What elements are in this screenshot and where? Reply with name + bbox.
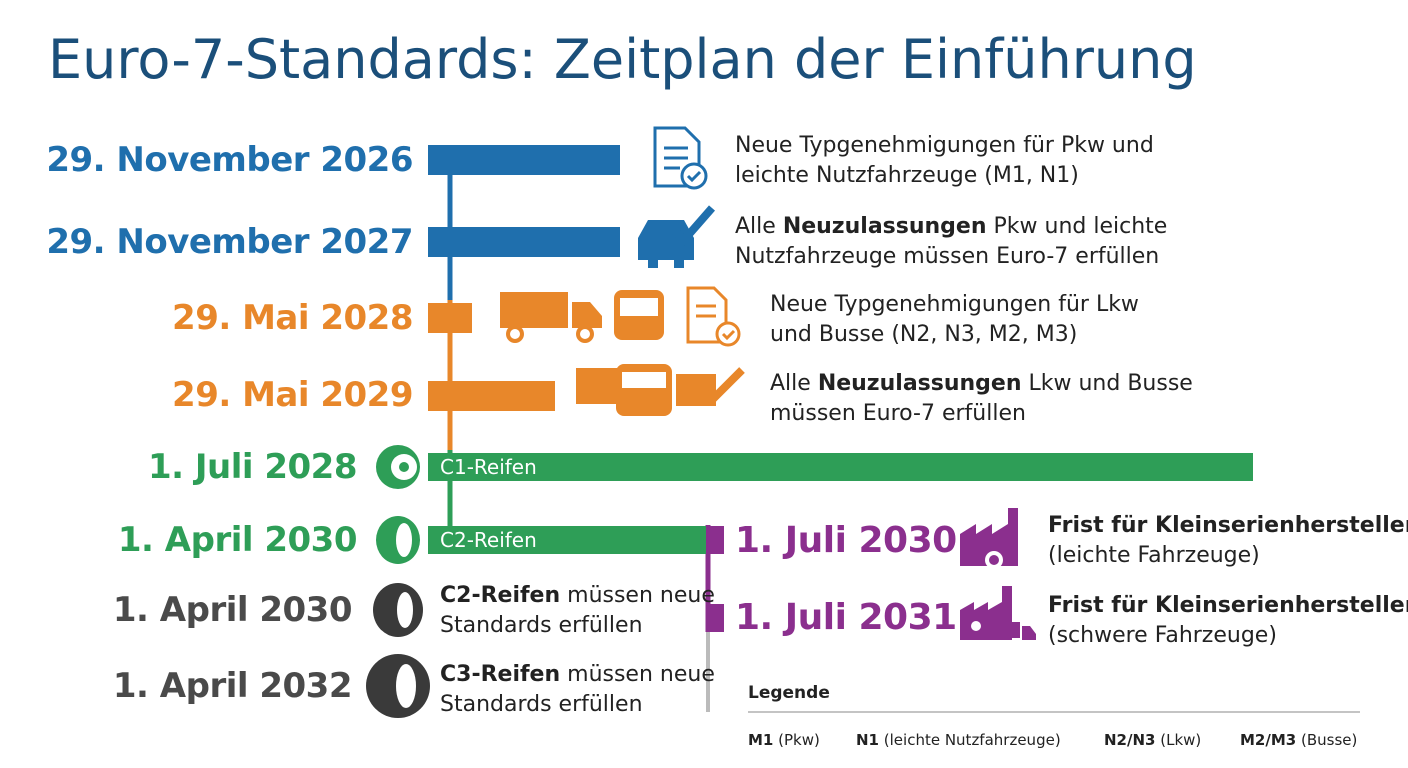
factory-icon <box>960 586 1036 640</box>
document-icon <box>653 126 708 190</box>
description-line: Standards erfüllen <box>440 690 643 720</box>
description-text: und Busse (N2, N3, M2, M3) <box>770 322 1078 347</box>
description-line: C2-Reifen müssen neue <box>440 581 715 611</box>
date: 29. November 2027 <box>46 222 413 262</box>
bar-label: C2-Reifen <box>440 528 537 552</box>
date: 1. Juli 2030 <box>735 520 957 561</box>
description-line: Nutzfahrzeuge müssen Euro-7 erfüllen <box>735 242 1159 272</box>
description-line: Frist für Kleinserienhersteller <box>1048 511 1408 541</box>
description-text: Standards erfüllen <box>440 613 643 638</box>
description-text: Frist für Kleinserienhersteller <box>1048 593 1408 618</box>
description-text: Neue Typgenehmigungen für Lkw <box>770 292 1139 317</box>
description-line: Neue Typgenehmigungen für Lkw <box>770 290 1139 320</box>
bar <box>428 227 620 257</box>
date: 1. April 2032 <box>112 666 353 706</box>
date: 1. April 2030 <box>117 520 358 560</box>
legend-item: N2/N3 (Lkw) <box>1104 731 1201 749</box>
description-line: (leichte Fahrzeuge) <box>1048 541 1260 571</box>
date: 29. Mai 2029 <box>172 375 413 415</box>
tire-icon <box>373 583 423 637</box>
description-text: Alle <box>770 371 818 396</box>
description-text: (leichte Fahrzeuge) <box>1048 543 1260 568</box>
description-text: müssen neue <box>560 662 715 687</box>
description-line: (schwere Fahrzeuge) <box>1048 621 1277 651</box>
description-line: Neue Typgenehmigungen für Pkw und <box>735 131 1154 161</box>
bar <box>428 453 1253 481</box>
description-line: C3-Reifen müssen neue <box>440 660 715 690</box>
bar <box>428 526 708 554</box>
bar <box>428 303 472 333</box>
description-line: leichte Nutzfahrzeuge (M1, N1) <box>735 161 1079 191</box>
description-line: Standards erfüllen <box>440 611 643 641</box>
date: 1. Juli 2028 <box>147 447 358 487</box>
description-text: Nutzfahrzeuge müssen Euro-7 erfüllen <box>735 244 1160 269</box>
marker <box>706 604 724 632</box>
description-line: Alle Neuzulassungen Lkw und Busse <box>770 369 1193 399</box>
description-text: Neuzulassungen <box>782 214 987 239</box>
description-text: müssen Euro-7 erfüllen <box>770 401 1026 426</box>
bar <box>428 381 555 411</box>
bus-icon <box>614 290 664 340</box>
description-text: (schwere Fahrzeuge) <box>1048 623 1277 648</box>
description-text: müssen neue <box>560 583 715 608</box>
title: Euro-7-Standards: Zeitplan der Einführun… <box>48 28 1197 91</box>
legend-code: M1 <box>748 731 774 749</box>
description-line: Alle Neuzulassungen Pkw und leichte <box>735 212 1167 242</box>
description-text: Neuzulassungen <box>817 371 1022 396</box>
document-icon <box>686 286 741 347</box>
car-icon <box>638 205 716 268</box>
description-text: Alle <box>735 214 783 239</box>
legend-item: N1 (leichte Nutzfahrzeuge) <box>856 731 1061 749</box>
vehicles-icon <box>576 364 745 416</box>
description-text: Frist für Kleinserienhersteller <box>1048 513 1408 538</box>
description-line: Frist für Kleinserienhersteller <box>1048 591 1408 621</box>
description-line: und Busse (N2, N3, M2, M3) <box>770 320 1077 350</box>
description-text: Neue Typgenehmigungen für Pkw und <box>735 133 1154 158</box>
legend-meaning: (Busse) <box>1301 731 1358 749</box>
description-text: Pkw und leichte <box>986 214 1168 239</box>
tire-icon <box>376 445 420 489</box>
description-text: C2-Reifen <box>440 583 561 608</box>
legend-meaning: (leichte Nutzfahrzeuge) <box>883 731 1061 749</box>
legend-meaning: (Lkw) <box>1160 731 1202 749</box>
description-text: Lkw und Busse <box>1021 371 1193 396</box>
legend-code: N1 <box>856 731 879 749</box>
marker <box>706 526 724 554</box>
legend-item: M2/M3 (Busse) <box>1240 731 1357 749</box>
date: 1. April 2030 <box>112 590 353 630</box>
bar <box>428 145 620 175</box>
tire-icon <box>376 516 420 564</box>
legend-meaning: (Pkw) <box>778 731 820 749</box>
description-line: müssen Euro-7 erfüllen <box>770 399 1026 429</box>
legend-item: M1 (Pkw) <box>748 731 820 749</box>
description-text: leichte Nutzfahrzeuge (M1, N1) <box>735 163 1079 188</box>
description-text: Standards erfüllen <box>440 692 643 717</box>
legend-code: M2/M3 <box>1240 731 1297 749</box>
tire-icon <box>366 654 430 718</box>
date: 29. November 2026 <box>46 140 413 180</box>
factory-icon <box>960 508 1018 569</box>
bar-label: C1-Reifen <box>440 455 537 479</box>
truck-icon <box>500 292 602 343</box>
date: 1. Juli 2031 <box>735 597 957 638</box>
description-text: C3-Reifen <box>440 662 561 687</box>
legend-title: Legende <box>748 683 830 703</box>
legend-code: N2/N3 <box>1104 731 1156 749</box>
date: 29. Mai 2028 <box>172 298 413 338</box>
